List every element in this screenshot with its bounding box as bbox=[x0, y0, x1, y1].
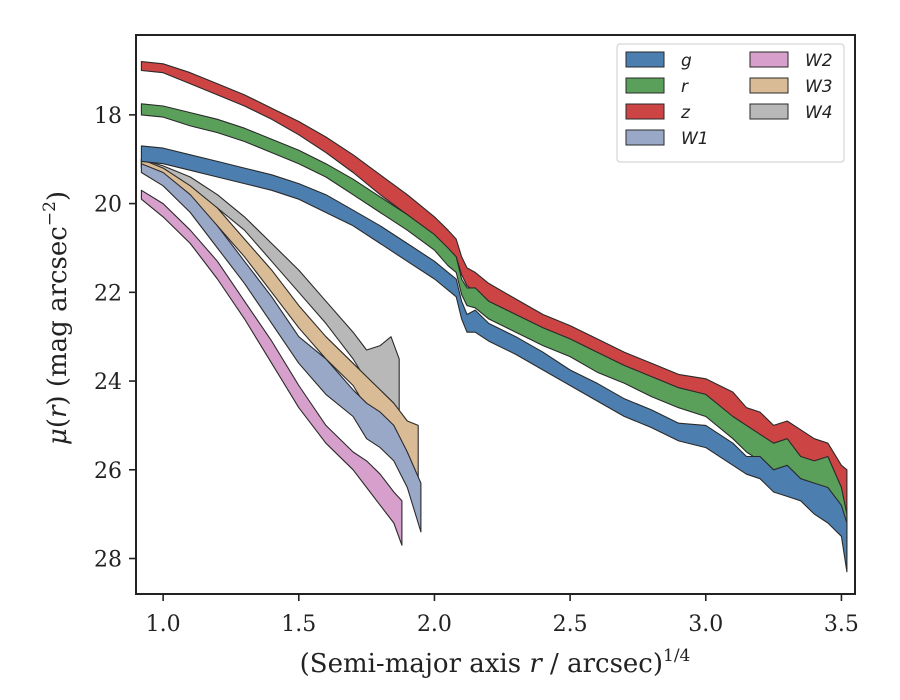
legend-label-w2: W2 bbox=[805, 51, 833, 71]
y-tick-label: 22 bbox=[94, 281, 122, 306]
x-tick-label: 3.5 bbox=[824, 612, 859, 637]
legend-swatch-w4 bbox=[749, 103, 789, 120]
legend-label-w3: W3 bbox=[805, 77, 833, 97]
y-tick-label: 24 bbox=[94, 370, 122, 395]
series-bands bbox=[140, 61, 848, 573]
x-axis: 1.0 1.5 2.0 2.5 3.0 3.5 bbox=[146, 594, 859, 637]
x-tick-label: 1.0 bbox=[146, 612, 181, 637]
x-tick-label: 2.5 bbox=[553, 612, 588, 637]
plot-frame bbox=[135, 34, 856, 595]
y-tick-label: 28 bbox=[94, 548, 122, 573]
x-axis-label: (Semi-major axis r / arcsec)1/4 bbox=[300, 646, 691, 679]
legend-label-w4: W4 bbox=[805, 103, 833, 123]
y-tick-label: 18 bbox=[94, 104, 122, 129]
legend-swatch-w3 bbox=[749, 77, 789, 94]
y-tick-label: 26 bbox=[94, 459, 122, 484]
band-w2 bbox=[140, 189, 403, 546]
legend-box bbox=[616, 43, 845, 163]
legend-swatch-g bbox=[625, 51, 665, 68]
legend-swatch-r bbox=[625, 77, 665, 94]
band-w1 bbox=[140, 163, 422, 533]
y-axis: 18 20 22 24 26 28 bbox=[94, 104, 136, 573]
legend-label-r: r bbox=[681, 77, 689, 97]
legend-swatch-w2 bbox=[749, 51, 789, 68]
legend-swatch-z bbox=[625, 103, 665, 120]
band-g bbox=[140, 145, 848, 573]
x-tick-label: 1.5 bbox=[281, 612, 316, 637]
legend-swatch-w1 bbox=[625, 129, 665, 146]
y-tick-label: 20 bbox=[94, 193, 122, 218]
legend-label-z: z bbox=[680, 103, 691, 123]
legend-label-w1: W1 bbox=[681, 129, 709, 149]
legend-label-g: g bbox=[681, 51, 692, 71]
x-tick-label: 2.0 bbox=[417, 612, 452, 637]
y-axis-label: μ(r) (mag arcsec−2) bbox=[40, 191, 73, 445]
x-tick-label: 3.0 bbox=[688, 612, 723, 637]
legend: grz W1 W2 W3 W4 bbox=[616, 43, 845, 163]
